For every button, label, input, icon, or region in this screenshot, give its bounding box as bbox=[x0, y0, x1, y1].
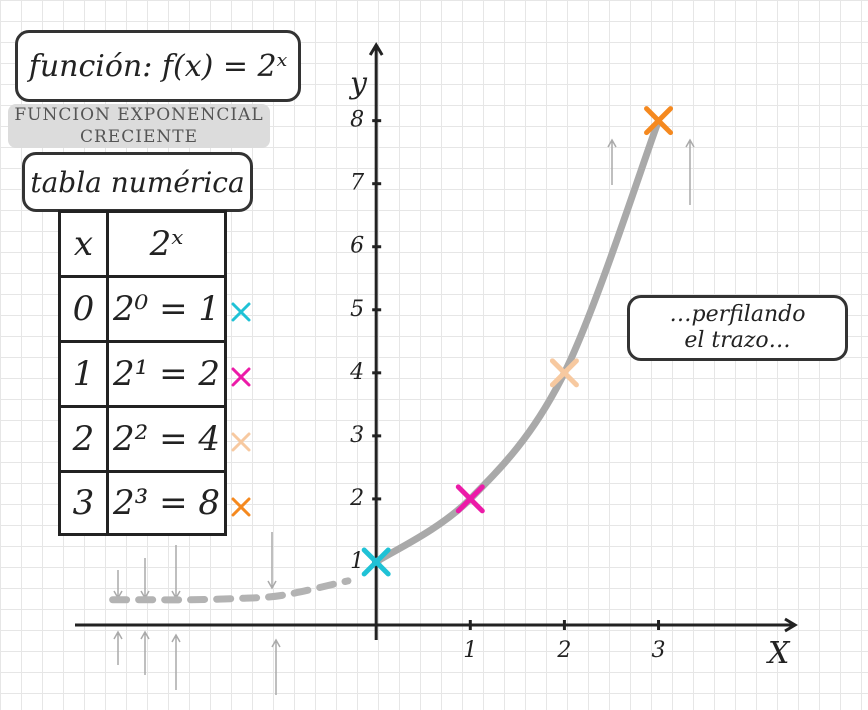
arrow-decoration bbox=[607, 138, 617, 185]
point-marker bbox=[455, 484, 485, 514]
table-cell: 2¹ = 2 bbox=[106, 340, 227, 408]
y-axis bbox=[368, 42, 384, 640]
table-row-marker bbox=[231, 367, 251, 387]
table-header: x bbox=[58, 210, 109, 278]
arrow-decoration bbox=[171, 633, 181, 690]
arrow-decoration bbox=[271, 638, 281, 695]
chart-subtitle: FUNCION EXPONENCIAL CRECIENTE bbox=[8, 104, 270, 148]
point-marker bbox=[549, 358, 579, 388]
annotation: …perfilando el trazo… bbox=[627, 295, 848, 361]
table-cell: 2 bbox=[58, 405, 109, 473]
table-row-marker bbox=[231, 302, 251, 322]
arrow-decoration bbox=[267, 532, 277, 590]
y-tick-label: 3 bbox=[350, 423, 364, 448]
x-tick-label: 1 bbox=[463, 638, 477, 663]
table-cell: 2² = 4 bbox=[106, 405, 227, 473]
arrow-decoration bbox=[685, 138, 695, 205]
y-tick-label: 2 bbox=[349, 486, 364, 511]
table-cell: 2⁰ = 1 bbox=[106, 275, 227, 343]
value-table: x 2ˣ 0 2⁰ = 1 1 2¹ = 2 2 2² = 4 3 2³ = 8 bbox=[58, 210, 227, 536]
table-cell: 0 bbox=[58, 275, 109, 343]
x-tick-label: 3 bbox=[652, 638, 666, 663]
y-tick-label: 7 bbox=[350, 171, 364, 196]
x-tick-label: 2 bbox=[556, 638, 571, 663]
table-row-marker bbox=[231, 497, 251, 517]
dashed-curve bbox=[109, 577, 352, 604]
table-row-marker bbox=[231, 432, 251, 452]
x-axis bbox=[75, 617, 798, 633]
point-marker bbox=[644, 106, 674, 136]
table-cell: 1 bbox=[58, 340, 109, 408]
y-axis-label: y bbox=[348, 66, 368, 101]
y-tick-label: 4 bbox=[349, 360, 364, 385]
curve bbox=[372, 117, 663, 566]
y-tick-label: 1 bbox=[350, 549, 364, 574]
table-cell: 2³ = 8 bbox=[106, 470, 227, 536]
point-marker bbox=[361, 547, 391, 577]
y-tick-label: 6 bbox=[350, 234, 364, 259]
arrow-decoration bbox=[140, 558, 150, 600]
chart-title: función: f(x) = 2ˣ bbox=[15, 30, 301, 102]
y-tick-label: 8 bbox=[350, 108, 364, 133]
table-header: 2ˣ bbox=[106, 210, 227, 278]
y-tick-label: 5 bbox=[350, 297, 364, 322]
x-axis-label: X bbox=[766, 636, 791, 671]
table-cell: 3 bbox=[58, 470, 109, 536]
arrow-decoration bbox=[140, 630, 150, 675]
arrow-decoration bbox=[113, 570, 123, 600]
arrow-decoration bbox=[171, 545, 181, 600]
table-title: tabla numérica bbox=[22, 152, 253, 212]
arrow-decoration bbox=[113, 630, 123, 665]
